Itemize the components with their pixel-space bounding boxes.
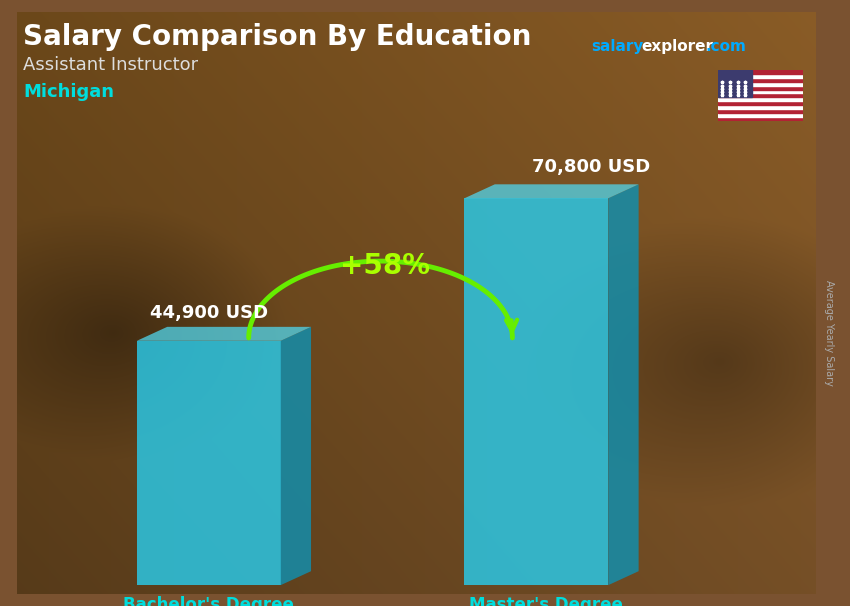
Bar [718, 109, 803, 113]
Text: +58%: +58% [339, 252, 429, 280]
Text: 44,900 USD: 44,900 USD [150, 304, 268, 322]
Text: 70,800 USD: 70,800 USD [532, 158, 650, 176]
Bar [718, 82, 803, 85]
Polygon shape [464, 198, 609, 585]
Polygon shape [137, 327, 311, 341]
Bar [718, 113, 803, 117]
Polygon shape [280, 327, 311, 585]
Bar [718, 117, 803, 121]
Text: explorer: explorer [642, 39, 714, 55]
Text: Assistant Instructor: Assistant Instructor [24, 56, 199, 74]
Text: .com: .com [706, 39, 746, 55]
Polygon shape [609, 184, 638, 585]
Text: Michigan: Michigan [24, 83, 115, 101]
Bar [718, 105, 803, 109]
Bar [718, 98, 803, 101]
Bar [718, 70, 803, 74]
Bar [718, 70, 752, 98]
Bar [718, 74, 803, 78]
Bar [718, 101, 803, 105]
Text: Master's Degree: Master's Degree [468, 596, 622, 606]
Text: salary: salary [591, 39, 643, 55]
Bar [718, 85, 803, 90]
Text: Salary Comparison By Education: Salary Comparison By Education [24, 22, 532, 50]
Text: Bachelor's Degree: Bachelor's Degree [123, 596, 294, 606]
Bar [718, 78, 803, 82]
Bar [718, 90, 803, 93]
Polygon shape [137, 341, 280, 585]
Bar [718, 93, 803, 98]
Polygon shape [464, 184, 638, 198]
Text: Average Yearly Salary: Average Yearly Salary [824, 281, 834, 386]
